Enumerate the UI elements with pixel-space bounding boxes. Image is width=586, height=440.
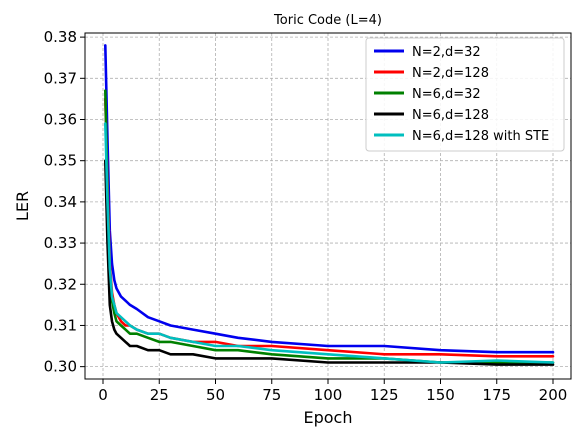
- series-line-2: [104, 89, 555, 364]
- x-tick-label-7: 175: [482, 386, 511, 404]
- x-tick-label-5: 125: [370, 386, 399, 404]
- chart-title: Toric Code (L=4): [273, 13, 382, 28]
- y-tick-label-1: 0.31: [44, 316, 77, 334]
- x-tick-label-6: 150: [426, 386, 455, 404]
- series-line-0: [104, 44, 555, 354]
- x-tick-label-3: 75: [262, 386, 281, 404]
- legend-label-1: N=2,d=128: [412, 66, 489, 81]
- x-tick-label-8: 200: [539, 386, 568, 404]
- series-line-3: [104, 159, 555, 366]
- axis-ticks: 0 25 50 75 100 125 150 175 200 0.30 0.31 0.32 0.33 0.…: [44, 28, 568, 404]
- legend-label-4: N=6,d=128 with STE: [412, 129, 549, 144]
- series-lines: [104, 44, 555, 366]
- x-axis-title: Epoch: [304, 408, 353, 427]
- y-tick-label-4: 0.34: [44, 193, 77, 211]
- grid-lines: [85, 33, 571, 379]
- x-tick-label-1: 25: [150, 386, 169, 404]
- legend-box: [365, 37, 565, 152]
- x-tick-label-4: 100: [314, 386, 343, 404]
- series-line-4: [104, 122, 555, 364]
- y-tick-label-0: 0.30: [44, 358, 77, 376]
- y-axis-title: LER: [13, 191, 32, 221]
- y-tick-label-7: 0.37: [44, 69, 77, 87]
- y-tick-label-5: 0.35: [44, 152, 77, 170]
- y-tick-label-6: 0.36: [44, 111, 77, 129]
- legend: N=2,d=32 N=2,d=128 N=6,d=32 N=6,d=128 N=6,d=…: [365, 37, 565, 152]
- legend-label-3: N=6,d=128: [412, 108, 489, 123]
- x-tick-label-0: 0: [98, 386, 108, 404]
- y-tick-label-8: 0.38: [44, 28, 77, 46]
- legend-label-2: N=6,d=32: [412, 87, 481, 102]
- y-tick-label-3: 0.33: [44, 234, 77, 252]
- x-tick-label-2: 50: [206, 386, 225, 404]
- legend-label-0: N=2,d=32: [412, 45, 481, 60]
- y-tick-label-2: 0.32: [44, 275, 77, 293]
